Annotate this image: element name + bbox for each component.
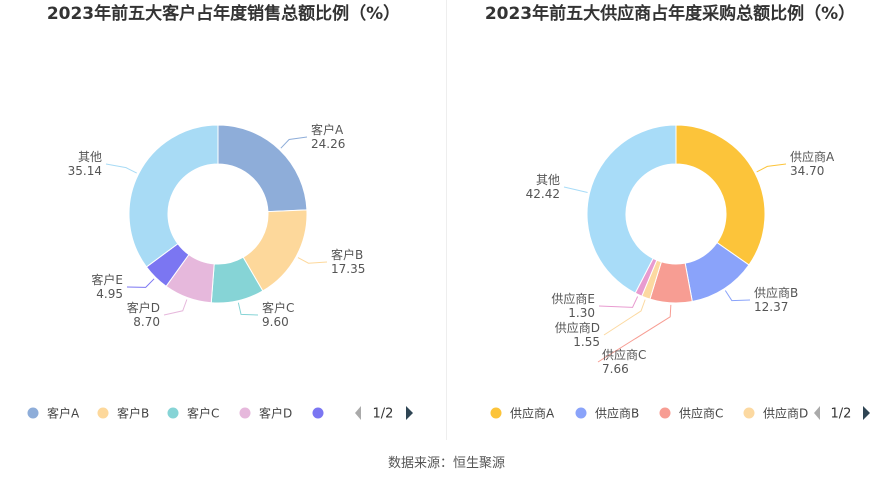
- slice-label: 客户C: [262, 300, 294, 315]
- legend-marker[interactable]: [97, 407, 109, 419]
- legend-marker[interactable]: [743, 407, 755, 419]
- label-leader-line: [598, 296, 639, 308]
- legend-page-indicator: 1/2: [373, 407, 394, 422]
- chart-title: 2023年前五大客户占年度销售总额比例（%）: [46, 4, 401, 24]
- customer-chart-panel: 2023年前五大客户占年度销售总额比例（%） 客户A 24.26 客户B 17.35 客…: [0, 0, 447, 440]
- legend-item-label[interactable]: 供应商A: [510, 406, 555, 421]
- slice-value-label: 1.55: [573, 335, 600, 349]
- pie-slice[interactable]: [217, 124, 308, 213]
- legend-marker[interactable]: [575, 407, 587, 419]
- legend-item-label[interactable]: 供应商D: [763, 406, 808, 421]
- slice-label: 客户E: [91, 272, 123, 287]
- slice-label: 供应商E: [551, 291, 595, 306]
- label-leader-line: [105, 163, 137, 174]
- legend-marker[interactable]: [167, 407, 179, 419]
- pie-slice[interactable]: [586, 124, 677, 294]
- legend-marker[interactable]: [239, 407, 251, 419]
- slice-label: 其他: [78, 150, 102, 164]
- slice-value-label: 35.14: [68, 164, 102, 178]
- slice-label: 其他: [536, 173, 560, 187]
- slice-value-label: 17.35: [331, 262, 365, 276]
- label-leader-line: [280, 136, 308, 149]
- slice-value-label: 7.66: [602, 362, 629, 376]
- label-leader-line: [237, 302, 259, 316]
- slice-label: 客户D: [127, 300, 160, 315]
- panel-divider: [446, 0, 447, 440]
- legend-marker[interactable]: [490, 407, 502, 419]
- slice-value-label: 24.26: [311, 137, 345, 151]
- legend-marker[interactable]: [27, 407, 39, 419]
- slice-value-label: 4.95: [96, 287, 123, 301]
- legend-item-label[interactable]: 客户A: [47, 406, 80, 421]
- pie-slice[interactable]: [675, 124, 766, 266]
- legend-next-page-icon[interactable]: [863, 406, 870, 420]
- slice-label: 供应商D: [555, 320, 600, 335]
- slice-value-label: 12.37: [754, 300, 788, 314]
- chart-legend: 供应商A 供应商B 供应商C 供应商D 1/2: [490, 406, 870, 422]
- label-leader-line: [724, 290, 751, 302]
- legend-marker[interactable]: [312, 407, 324, 419]
- slice-value-label: 8.70: [133, 315, 160, 329]
- legend-item-label[interactable]: 供应商B: [595, 406, 639, 421]
- slice-value-label: 9.60: [262, 315, 289, 329]
- label-leader-line: [603, 299, 646, 336]
- legend-item-label[interactable]: 供应商C: [679, 406, 723, 421]
- data-source: 数据来源：恒生聚源: [387, 456, 505, 471]
- slice-label: 客户B: [331, 247, 363, 262]
- slice-label: 供应商C: [602, 347, 646, 362]
- customer-donut-chart: 客户A24.26客户B17.35客户C9.60客户D8.70客户E4.95其他3…: [27, 122, 413, 422]
- slice-value-label: 42.42: [526, 187, 560, 201]
- legend-marker[interactable]: [659, 407, 671, 419]
- label-leader-line: [297, 257, 328, 264]
- legend-item-label[interactable]: 客户D: [259, 406, 292, 421]
- chart-legend: 客户A 客户B 客户C 客户D 1/2: [27, 406, 413, 422]
- supplier-chart-panel: 2023年前五大供应商占年度采购总额比例（%） 供应商A 34.70 供应商B 12.…: [447, 0, 893, 440]
- legend-prev-page-icon[interactable]: [355, 406, 361, 420]
- legend-page-indicator: 1/2: [831, 407, 852, 422]
- legend-item-label[interactable]: 客户C: [187, 406, 219, 421]
- label-leader-line: [597, 304, 672, 363]
- legend-next-page-icon[interactable]: [406, 406, 413, 420]
- legend-item-label[interactable]: 客户B: [117, 406, 149, 421]
- legend-prev-page-icon[interactable]: [814, 406, 820, 420]
- label-leader-line: [563, 186, 588, 194]
- chart-title: 2023年前五大供应商占年度采购总额比例（%）: [484, 4, 856, 24]
- label-leader-line: [126, 278, 155, 288]
- slice-value-label: 1.30: [568, 306, 595, 320]
- slice-label: 供应商B: [754, 285, 798, 300]
- slice-label: 客户A: [311, 122, 344, 137]
- label-leader-line: [163, 299, 188, 316]
- slice-value-label: 34.70: [790, 164, 824, 178]
- supplier-donut-chart: 供应商A34.70供应商B12.37供应商C7.66供应商D1.55供应商E1.…: [490, 124, 870, 422]
- pie-slice[interactable]: [128, 124, 219, 268]
- label-leader-line: [756, 163, 787, 173]
- slice-label: 供应商A: [790, 149, 835, 164]
